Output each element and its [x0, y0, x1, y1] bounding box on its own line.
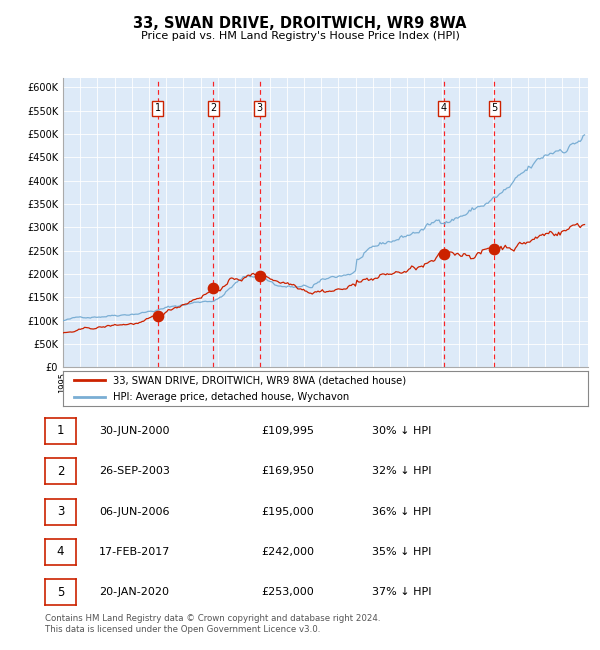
Text: £242,000: £242,000 [261, 547, 314, 557]
Text: 37% ↓ HPI: 37% ↓ HPI [372, 587, 431, 597]
Text: 1: 1 [57, 424, 64, 437]
Text: £109,995: £109,995 [261, 426, 314, 436]
Text: 35% ↓ HPI: 35% ↓ HPI [372, 547, 431, 557]
Text: 33, SWAN DRIVE, DROITWICH, WR9 8WA: 33, SWAN DRIVE, DROITWICH, WR9 8WA [133, 16, 467, 31]
Point [153, 311, 163, 321]
Text: 5: 5 [491, 103, 497, 113]
Text: 36% ↓ HPI: 36% ↓ HPI [372, 506, 431, 517]
Text: Contains HM Land Registry data © Crown copyright and database right 2024.
This d: Contains HM Land Registry data © Crown c… [45, 614, 380, 634]
Text: 2: 2 [57, 465, 64, 478]
Text: 26-SEP-2003: 26-SEP-2003 [99, 466, 170, 476]
Text: 17-FEB-2017: 17-FEB-2017 [99, 547, 170, 557]
Text: 3: 3 [257, 103, 263, 113]
Point [439, 249, 449, 259]
Text: Price paid vs. HM Land Registry's House Price Index (HPI): Price paid vs. HM Land Registry's House … [140, 31, 460, 40]
Text: 5: 5 [57, 586, 64, 599]
Text: 06-JUN-2006: 06-JUN-2006 [99, 506, 170, 517]
Text: 30-JUN-2000: 30-JUN-2000 [99, 426, 170, 436]
Point [490, 244, 499, 254]
Point [208, 283, 218, 293]
Text: 4: 4 [441, 103, 447, 113]
Text: 1: 1 [155, 103, 161, 113]
Text: 30% ↓ HPI: 30% ↓ HPI [372, 426, 431, 436]
Text: 2: 2 [210, 103, 217, 113]
Text: HPI: Average price, detached house, Wychavon: HPI: Average price, detached house, Wych… [113, 393, 349, 402]
Text: 32% ↓ HPI: 32% ↓ HPI [372, 466, 431, 476]
Text: 4: 4 [57, 545, 64, 558]
Text: £253,000: £253,000 [261, 587, 314, 597]
Text: £195,000: £195,000 [261, 506, 314, 517]
Text: 33, SWAN DRIVE, DROITWICH, WR9 8WA (detached house): 33, SWAN DRIVE, DROITWICH, WR9 8WA (deta… [113, 375, 406, 385]
Text: £169,950: £169,950 [261, 466, 314, 476]
Text: 3: 3 [57, 505, 64, 518]
Text: 20-JAN-2020: 20-JAN-2020 [99, 587, 169, 597]
Point [255, 271, 265, 281]
